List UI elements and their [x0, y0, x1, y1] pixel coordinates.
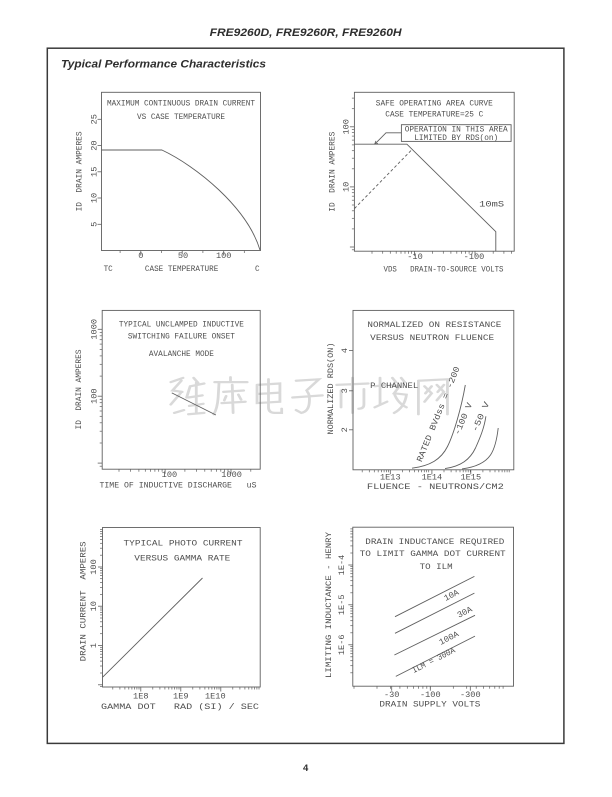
- svg-text:100: 100: [341, 119, 351, 134]
- svg-text:-10: -10: [407, 252, 422, 262]
- svg-text:1E14: 1E14: [422, 472, 443, 482]
- svg-text:1E-4: 1E-4: [337, 555, 347, 576]
- svg-text:TC CASE TEMPERATURE: TC CASE TEMPERATURE C: [104, 264, 260, 274]
- svg-text:SAFE OPERATING AREA CURVE: SAFE OPERATING AREA CURVE: [376, 98, 493, 108]
- svg-text:MAXIMUM CONTINUOUS DRAIN CURRE: MAXIMUM CONTINUOUS DRAIN CURRENT: [107, 98, 255, 108]
- svg-text:-300: -300: [460, 690, 481, 700]
- svg-text:DRAIN INDUCTANCE REQUIRED: DRAIN INDUCTANCE REQUIRED: [365, 537, 504, 547]
- svg-text:4: 4: [340, 348, 350, 353]
- svg-text:0: 0: [138, 251, 143, 261]
- svg-text:-30: -30: [384, 690, 399, 700]
- svg-text:SWITCHING FAILURE ONSET: SWITCHING FAILURE ONSET: [128, 332, 235, 342]
- svg-text:1E-6: 1E-6: [337, 634, 347, 655]
- svg-text:1E10: 1E10: [205, 692, 226, 702]
- svg-text:50: 50: [178, 251, 188, 261]
- svg-text:1E15: 1E15: [460, 472, 481, 482]
- svg-text:1000: 1000: [90, 319, 100, 340]
- svg-text:100: 100: [90, 388, 100, 403]
- svg-text:1E8: 1E8: [133, 692, 148, 702]
- svg-text:VERSUS NEUTRON FLUENCE: VERSUS NEUTRON FLUENCE: [370, 333, 494, 343]
- svg-text:TYPICAL PHOTO CURRENT: TYPICAL PHOTO CURRENT: [124, 539, 243, 549]
- svg-text:LIMITED BY RDS(on): LIMITED BY RDS(on): [414, 133, 498, 143]
- svg-text:5: 5: [90, 222, 100, 227]
- svg-text:3: 3: [340, 388, 350, 393]
- svg-text:20: 20: [90, 140, 100, 150]
- svg-text:VS CASE TEMPERATURE: VS CASE TEMPERATURE: [137, 112, 225, 122]
- svg-text:AVALANCHE MODE: AVALANCHE MODE: [149, 349, 214, 359]
- svg-text:NORMALIZED ON RESISTANCE: NORMALIZED ON RESISTANCE: [367, 320, 501, 330]
- svg-text:15: 15: [90, 167, 100, 177]
- svg-text:TYPICAL UNCLAMPED INDUCTIVE: TYPICAL UNCLAMPED INDUCTIVE: [119, 320, 244, 330]
- svg-text:ID DRAIN AMPERES: ID DRAIN AMPERES: [74, 350, 84, 430]
- svg-text:TIME OF INDUCTIVE DISCHARGE: TIME OF INDUCTIVE DISCHARGE uS: [100, 480, 257, 490]
- svg-text:1E9: 1E9: [173, 692, 188, 702]
- svg-text:1: 1: [89, 643, 99, 648]
- svg-text:NORMALIZED RDS(ON): NORMALIZED RDS(ON): [326, 343, 336, 435]
- svg-text:4: 4: [303, 763, 309, 774]
- svg-text:ID DRAIN AMPERES: ID DRAIN AMPERES: [75, 131, 85, 211]
- svg-text:1E13: 1E13: [380, 472, 401, 482]
- svg-text:2: 2: [340, 427, 350, 432]
- svg-text:FLUENCE - NEUTRONS/CM2: FLUENCE - NEUTRONS/CM2: [367, 482, 504, 492]
- svg-text:DRAIN SUPPLY VOLTS: DRAIN SUPPLY VOLTS: [379, 700, 480, 710]
- svg-text:25: 25: [90, 114, 100, 124]
- svg-text:VERSUS GAMMA RATE: VERSUS GAMMA RATE: [134, 553, 230, 563]
- svg-text:10: 10: [90, 193, 100, 203]
- svg-text:100: 100: [162, 470, 177, 480]
- svg-text:DRAIN CURRENT AMPERES: DRAIN CURRENT AMPERES: [79, 541, 89, 661]
- svg-text:Typical Performance Characteri: Typical Performance Characteristics: [61, 59, 266, 71]
- svg-text:1000: 1000: [221, 470, 242, 480]
- svg-text:OPERATION IN THIS AREA: OPERATION IN THIS AREA: [405, 125, 509, 135]
- svg-text:TO ILM: TO ILM: [420, 562, 453, 572]
- svg-text:10mS: 10mS: [479, 200, 504, 210]
- svg-text:TO LIMIT GAMMA DOT CURRENT: TO LIMIT GAMMA DOT CURRENT: [360, 549, 506, 559]
- svg-text:P CHANNEL: P CHANNEL: [370, 381, 418, 391]
- svg-text:100: 100: [216, 251, 231, 261]
- svg-text:LIMITING INDUCTANCE - HENRY: LIMITING INDUCTANCE - HENRY: [324, 532, 334, 678]
- svg-text:GAMMA DOT RAD (SI) / SEC: GAMMA DOT RAD (SI) / SEC: [101, 702, 259, 712]
- svg-text:10: 10: [89, 601, 99, 611]
- svg-text:-100: -100: [464, 252, 485, 262]
- svg-text:CASE TEMPERATURE=25 C: CASE TEMPERATURE=25 C: [385, 109, 483, 119]
- svg-text:100: 100: [89, 559, 99, 574]
- svg-text:1E-5: 1E-5: [337, 594, 347, 615]
- svg-text:FRE9260D, FRE9260R, FRE9260H: FRE9260D, FRE9260R, FRE9260H: [210, 27, 403, 39]
- svg-text:ID DRAIN AMPERES: ID DRAIN AMPERES: [328, 132, 338, 212]
- svg-text:VDS DRAIN-TO-SOURCE VOLTS: VDS DRAIN-TO-SOURCE VOLTS: [384, 264, 504, 274]
- svg-text:10: 10: [341, 182, 351, 192]
- svg-text:-100: -100: [420, 690, 441, 700]
